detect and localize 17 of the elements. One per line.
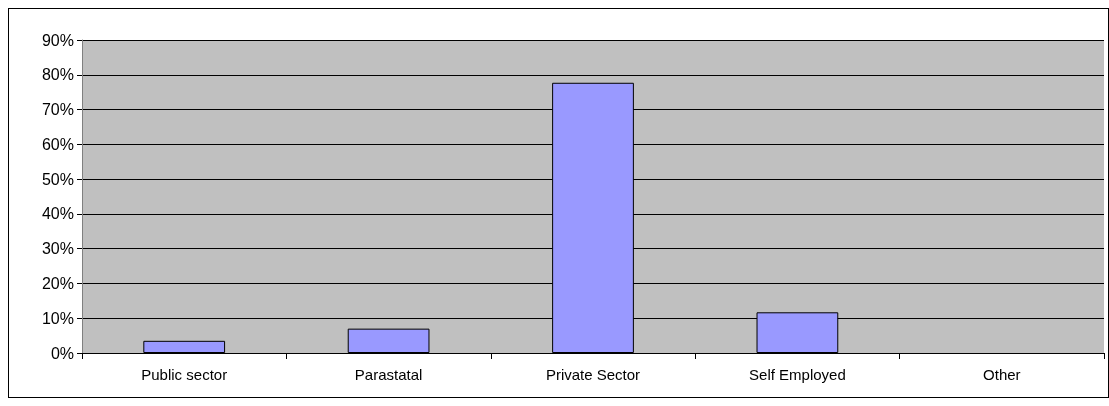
bar [143, 340, 226, 353]
y-tick-label: 20% [41, 274, 74, 292]
x-tick-label: Other [983, 366, 1021, 383]
y-tick-label: 40% [41, 205, 74, 223]
x-tick-label: Self Employed [749, 366, 846, 383]
y-tick-label: 80% [41, 66, 74, 84]
y-tick-label: 90% [41, 31, 74, 49]
x-tick-label: Parastatal [354, 366, 423, 383]
bar [347, 328, 430, 353]
y-tick-label: 60% [41, 135, 74, 153]
y-tick-label: 30% [41, 240, 74, 258]
x-tick-label: Private Sector [545, 366, 641, 383]
y-tick-label: 0% [50, 344, 74, 362]
y-tick-label: 10% [41, 309, 74, 327]
y-tick-label: 50% [41, 170, 74, 188]
y-tick-label: 70% [41, 101, 74, 119]
x-tick-label: Public sector [141, 366, 228, 383]
